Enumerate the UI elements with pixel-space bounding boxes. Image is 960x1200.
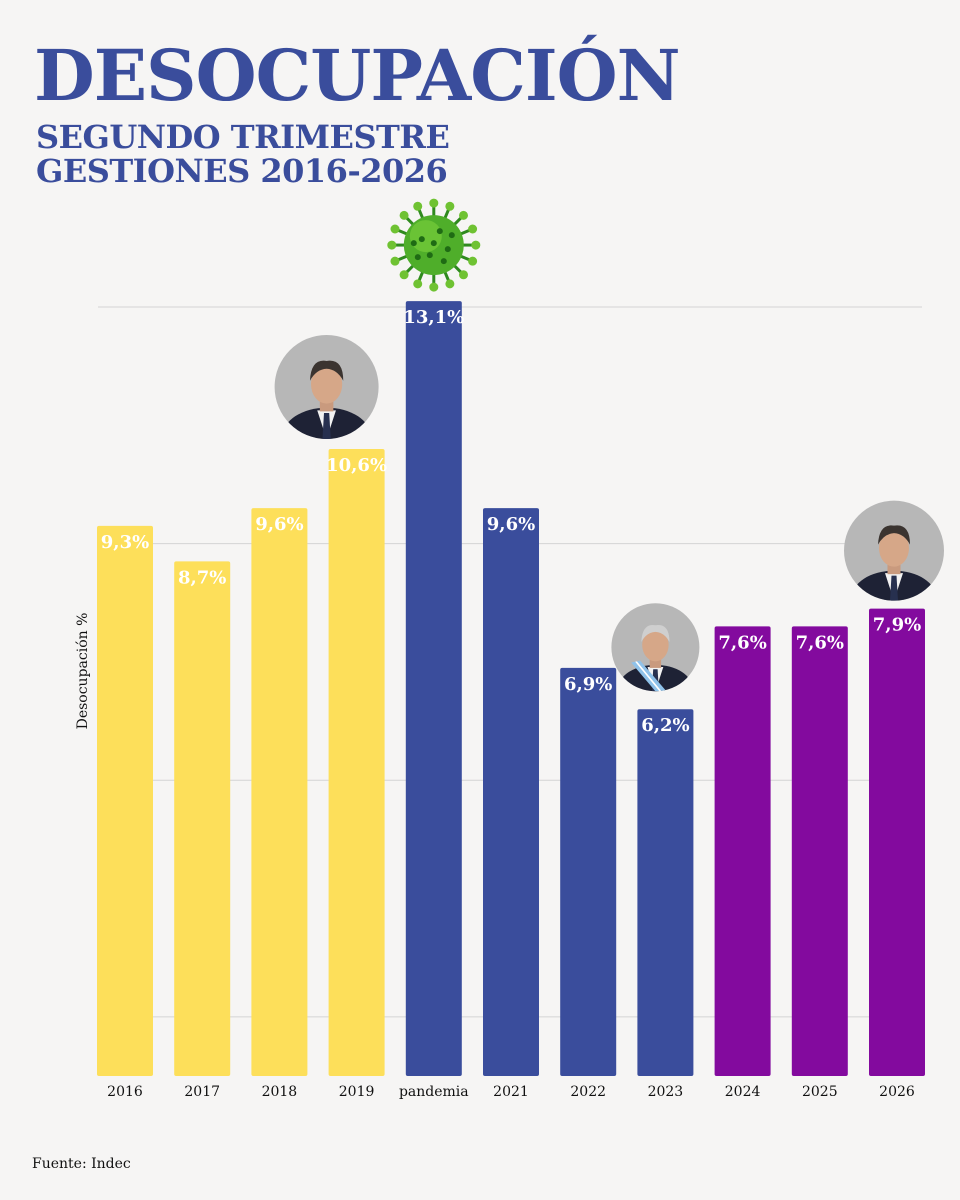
subtitle-line-2: GESTIONES 2016-2026 xyxy=(36,152,448,190)
data-label: 10,6% xyxy=(326,455,387,476)
president-portrait-icon xyxy=(611,603,700,692)
president-portrait-icon xyxy=(274,334,379,439)
chart-title: DESOCUPACIÓN xyxy=(34,34,681,117)
data-label: 7,9% xyxy=(873,615,921,636)
x-tick-label: 2019 xyxy=(339,1084,375,1100)
bar-2019 xyxy=(328,448,385,1076)
data-label: 9,6% xyxy=(255,514,303,535)
bar-2026 xyxy=(869,608,925,1076)
x-tick-label: pandemia xyxy=(399,1084,469,1100)
bar-2017 xyxy=(174,561,231,1076)
x-tick-label: 2026 xyxy=(879,1084,915,1100)
bar-2016 xyxy=(97,525,153,1076)
data-label: 7,6% xyxy=(796,632,844,653)
data-label: 6,2% xyxy=(641,715,689,736)
president-portrait-icon xyxy=(844,500,944,601)
bar-2021 xyxy=(483,508,539,1076)
data-label: 6,9% xyxy=(564,674,612,695)
subtitle-line-1: SEGUNDO TRIMESTRE xyxy=(36,118,450,156)
data-label: 13,1% xyxy=(403,307,464,328)
x-tick-label: 2024 xyxy=(725,1084,761,1100)
x-tick-label: 2016 xyxy=(107,1084,143,1100)
bar-2023 xyxy=(637,709,694,1076)
x-tick-label: 2018 xyxy=(262,1084,298,1100)
data-label: 7,6% xyxy=(718,632,766,653)
chart-subtitle: SEGUNDO TRIMESTRE GESTIONES 2016-2026 xyxy=(36,118,450,190)
x-tick-label: 2021 xyxy=(493,1084,529,1100)
data-label: 9,3% xyxy=(101,532,149,553)
x-tick-label: 2023 xyxy=(648,1084,684,1100)
bar-pandemia xyxy=(405,301,462,1076)
coronavirus-icon xyxy=(387,198,481,292)
data-label: 8,7% xyxy=(178,567,226,588)
source-note: Fuente: Indec xyxy=(32,1156,131,1172)
data-label: 9,6% xyxy=(487,514,535,535)
bar-2025 xyxy=(791,626,848,1076)
x-tick-label: 2022 xyxy=(570,1084,606,1100)
x-tick-label: 2025 xyxy=(802,1084,838,1100)
y-axis-label: Desocupación % xyxy=(75,613,91,730)
x-tick-label: 2017 xyxy=(184,1084,220,1100)
bar-2018 xyxy=(251,508,308,1076)
bar-2022 xyxy=(560,667,617,1076)
bar-2024 xyxy=(714,626,771,1076)
